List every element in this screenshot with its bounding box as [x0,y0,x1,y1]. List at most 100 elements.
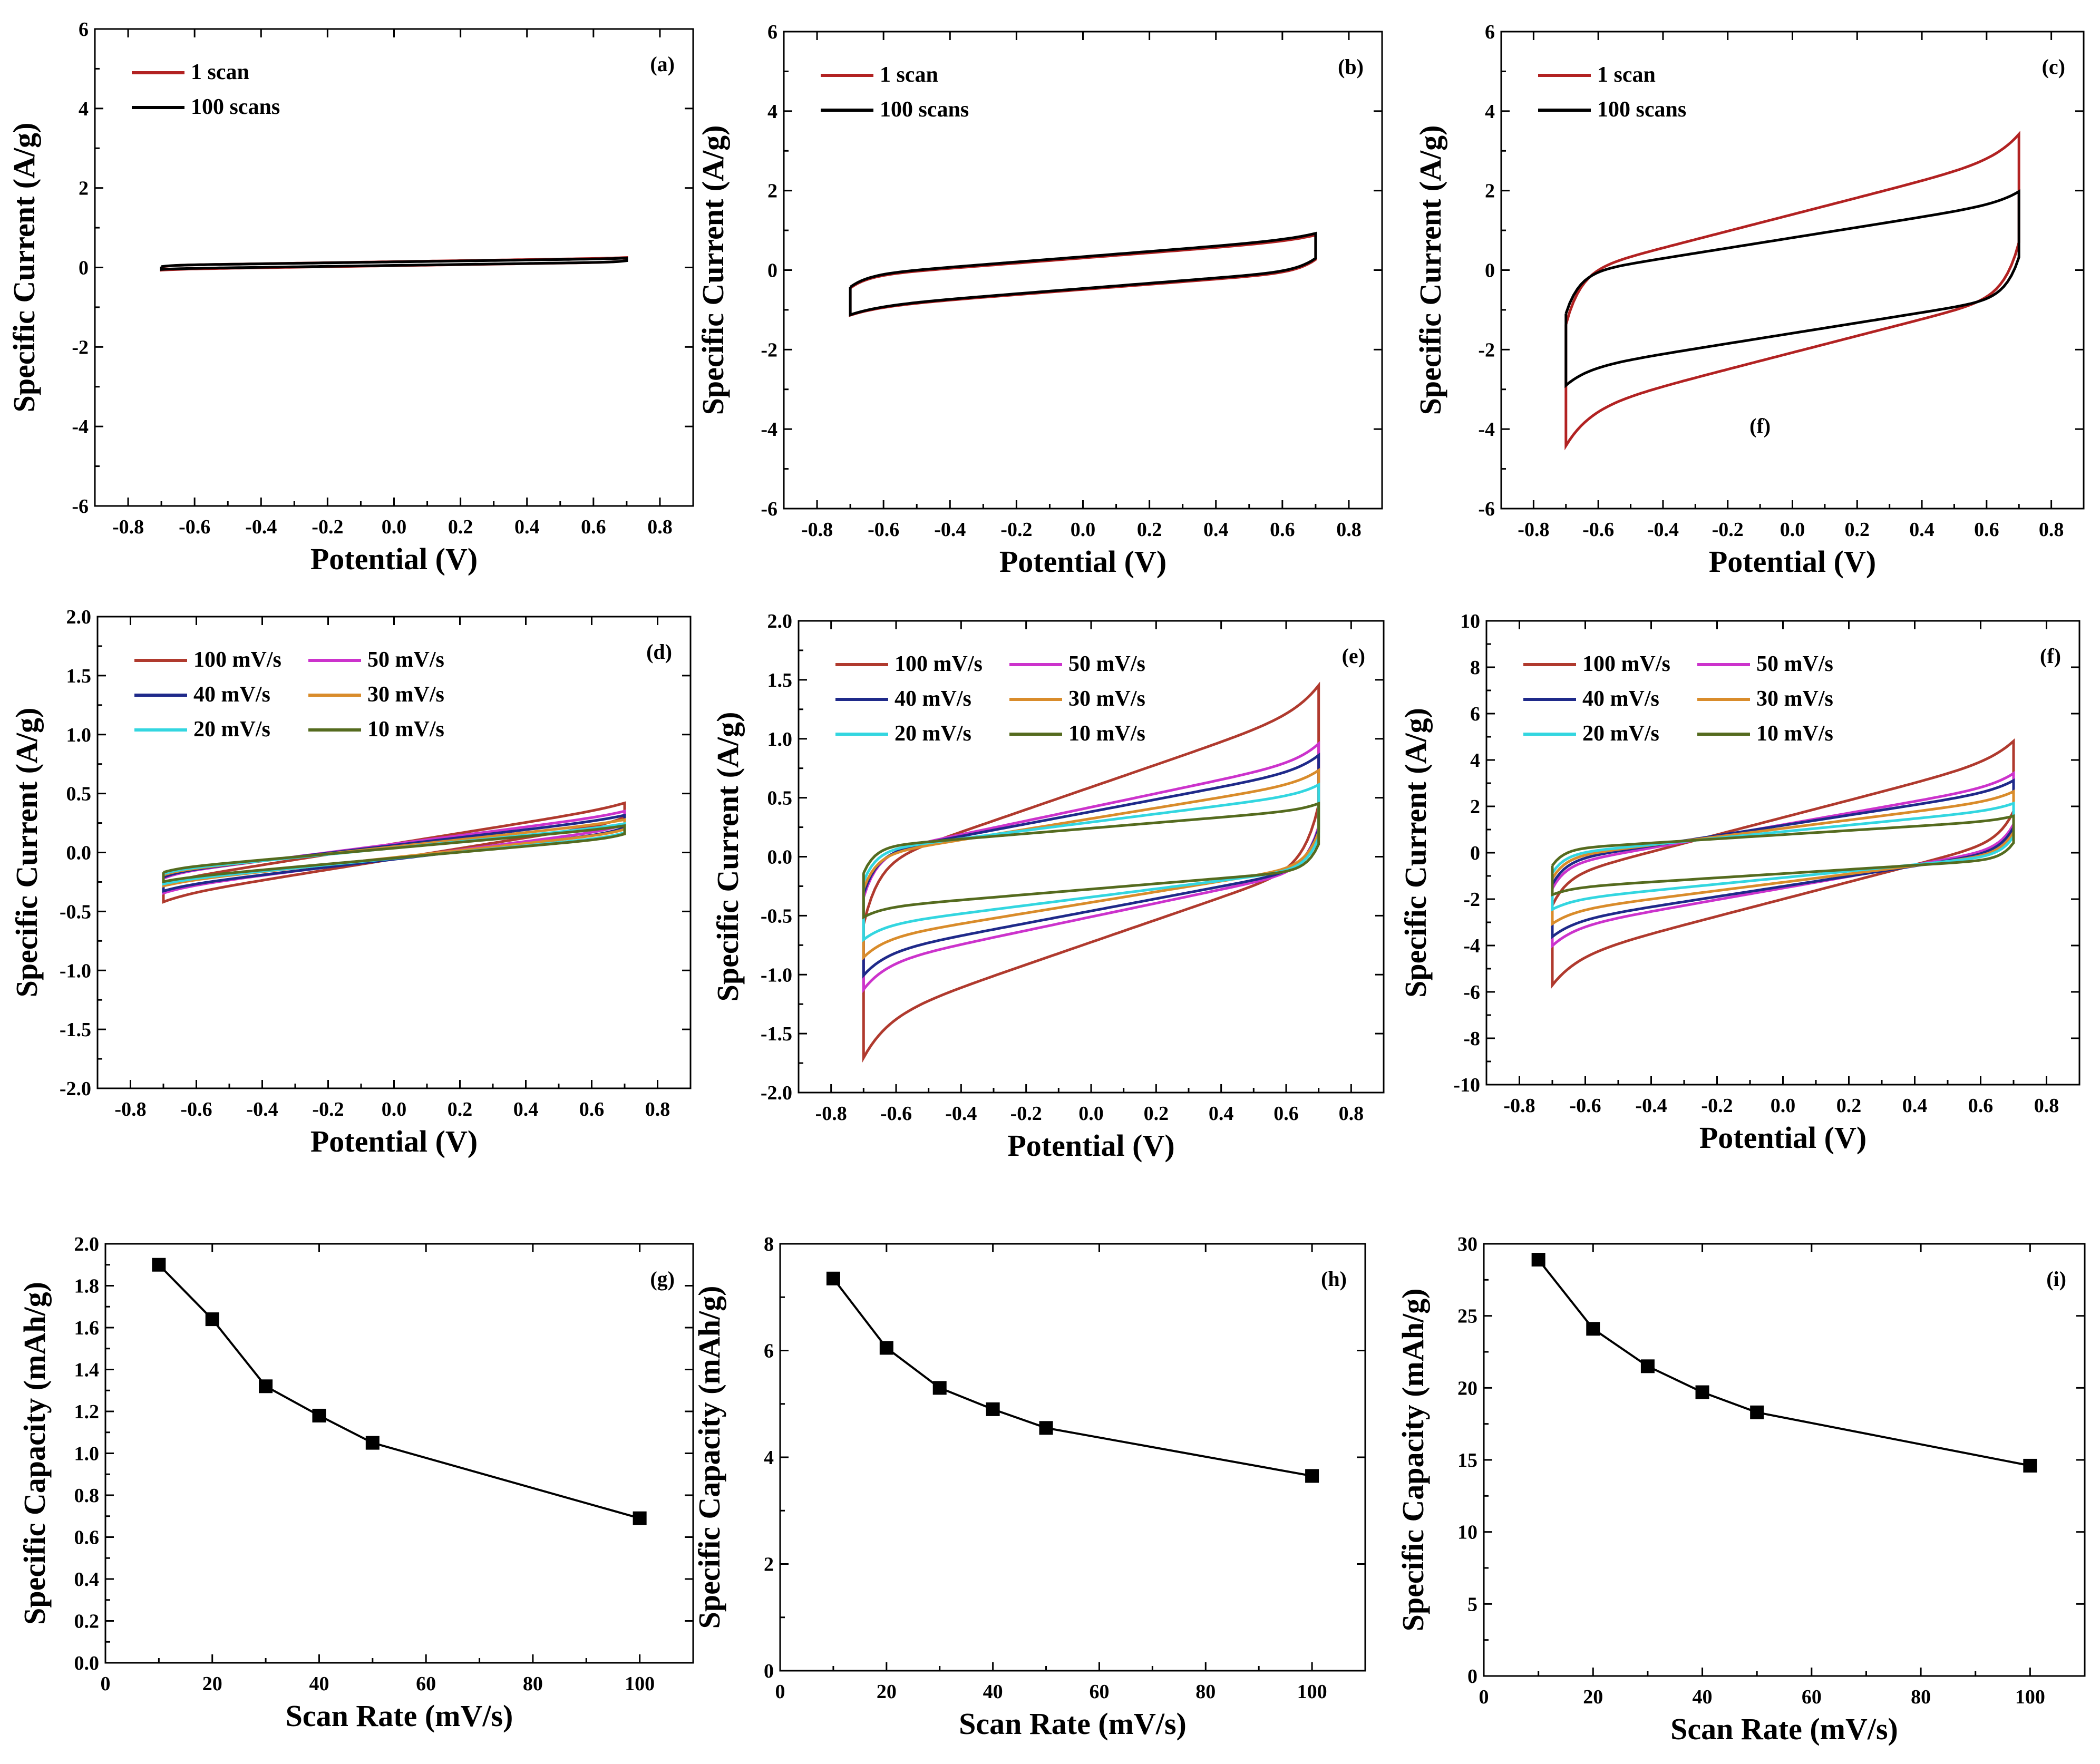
x-tick-label: 60 [1089,1681,1109,1703]
x-tick-label: 0.0 [1780,519,1805,541]
x-tick-label: 0.0 [1078,1103,1104,1125]
x-axis-title: Scan Rate (mV/s) [1670,1712,1898,1746]
series-line [162,818,626,888]
x-tick-label: 0.0 [1771,1095,1796,1117]
y-tick-label: 1.8 [74,1275,100,1298]
y-tick-label: -4 [72,416,89,438]
legend-label: 1 scan [880,63,938,87]
y-tick-label: 0 [767,260,777,282]
legend-label: 100 mV/s [1582,652,1670,676]
data-point-marker [2023,1458,2037,1473]
legend-label: 100 scans [1597,98,1686,122]
x-tick-label: 80 [1911,1686,1931,1708]
plot-frame [1483,1243,2086,1677]
y-axis-title: Specific Current (A/g) [1398,708,1433,998]
y-tick-label: 6 [767,21,777,43]
y-tick-label: 1.0 [767,728,793,751]
panel-label: (a) [650,52,675,76]
x-tick-label: -0.2 [1010,1103,1042,1125]
y-tick-label: -6 [72,495,89,518]
series-line [849,231,1317,317]
y-tick-label: 2 [79,178,89,200]
legend-label: 10 mV/s [1068,722,1145,746]
x-tick-label: -0.2 [312,1098,344,1120]
x-tick-label: 0.2 [448,516,473,538]
legend-label: 30 mV/s [367,683,444,707]
x-tick-label: 100 [2015,1686,2045,1708]
y-tick-label: 1.0 [74,1443,100,1465]
y-tick-label: 0.6 [74,1527,100,1549]
chart-panel-g: 0 20 40 60 80 100 0.0 0.2 0.4 0.6 0.8 1.0 1.2 1.4 1.6 1… [17,1233,694,1733]
legend-label: 100 mV/s [895,652,983,676]
legend-label: 20 mV/s [895,722,971,746]
y-axis-title: Specific Current (A/g) [696,125,730,415]
y-axis-title: Specific Capacity (mAh/g) [692,1286,726,1629]
x-tick-label: 0.2 [1137,519,1162,541]
chart-panel-e: -0.8 -0.6 -0.4 -0.2 0.0 0.2 0.4 0.6 0.8 -2.0 -1.5 -… [711,610,1385,1163]
x-tick-label: 0 [101,1673,111,1695]
y-tick-label: -4 [1463,935,1480,957]
x-tick-label: 0.4 [1909,519,1934,541]
legend-label: 100 scans [191,95,280,119]
annotation-label: (f) [1749,414,1771,438]
x-tick-label: 100 [625,1673,655,1695]
x-tick-label: -0.4 [945,1103,977,1125]
x-tick-label: 0.6 [581,516,606,538]
x-tick-label: -0.8 [112,516,144,538]
y-tick-label: 8 [1470,657,1480,679]
x-tick-label: -0.6 [180,1098,212,1120]
data-point-marker [152,1258,166,1272]
x-tick-label: 0.2 [448,1098,473,1120]
data-point-marker [1586,1322,1600,1336]
series-line [162,801,626,904]
y-tick-label: 6 [79,18,89,41]
x-tick-label: 20 [1583,1686,1603,1708]
y-tick-label: 2.0 [66,606,92,628]
data-point-marker [205,1312,219,1327]
y-axis-title: Specific Capacity (mAh/g) [17,1282,52,1625]
y-tick-label: -1.5 [761,1023,792,1045]
x-tick-label: -0.2 [1701,1095,1733,1117]
plot-frame [104,1243,694,1664]
x-tick-label: 0.8 [2034,1095,2059,1117]
data-point-marker [1531,1253,1545,1267]
chart-panel-d: -0.8 -0.6 -0.4 -0.2 0.0 0.2 0.4 0.6 0.8 -2.0 -1.5 -… [9,606,692,1158]
data-point-marker [1640,1359,1655,1373]
y-tick-label: 4 [1485,101,1495,123]
y-tick-label: 4 [1470,749,1480,772]
legend-label: 20 mV/s [193,717,270,742]
y-tick-label: -8 [1463,1028,1480,1050]
y-tick-label: -2.0 [761,1082,792,1104]
legend-label: 40 mV/s [895,687,971,711]
x-tick-label: 0.4 [513,1098,539,1120]
series-line [162,809,626,895]
y-tick-label: -4 [761,418,777,441]
legend-label: 40 mV/s [1582,687,1659,711]
y-tick-label: 4 [79,98,89,120]
x-tick-label: -0.2 [312,516,343,538]
legend-label: 100 scans [880,98,969,122]
panel-label: (g) [650,1267,675,1291]
y-tick-label: 2 [1470,796,1480,818]
x-tick-label: 0.4 [1203,519,1229,541]
chart-panel-a: -0.8 -0.6 -0.4 -0.2 0.0 0.2 0.4 0.6 0.8 -6 -4 -2 0 2 4… [7,18,694,576]
panel-label: (b) [1338,55,1364,79]
x-tick-label: -0.2 [1000,519,1032,541]
legend-label: 40 mV/s [193,683,270,707]
data-point-marker [1695,1385,1709,1399]
series-line [862,768,1320,961]
x-axis-title: Scan Rate (mV/s) [286,1699,513,1733]
x-tick-label: 40 [983,1681,1003,1703]
legend-label: 10 mV/s [1756,722,1833,746]
y-axis-title: Specific Current (A/g) [7,123,41,413]
data-point-marker [259,1379,273,1393]
x-tick-label: -0.6 [880,1103,912,1125]
y-tick-label: -6 [1463,981,1480,1003]
series-line [162,813,626,893]
legend-label: 50 mV/s [1068,652,1145,676]
y-tick-label: -0.5 [60,901,91,923]
legend-label: 100 mV/s [193,648,281,672]
data-point-marker [986,1402,1000,1416]
y-tick-label: -6 [761,498,777,520]
series-line [162,824,626,883]
